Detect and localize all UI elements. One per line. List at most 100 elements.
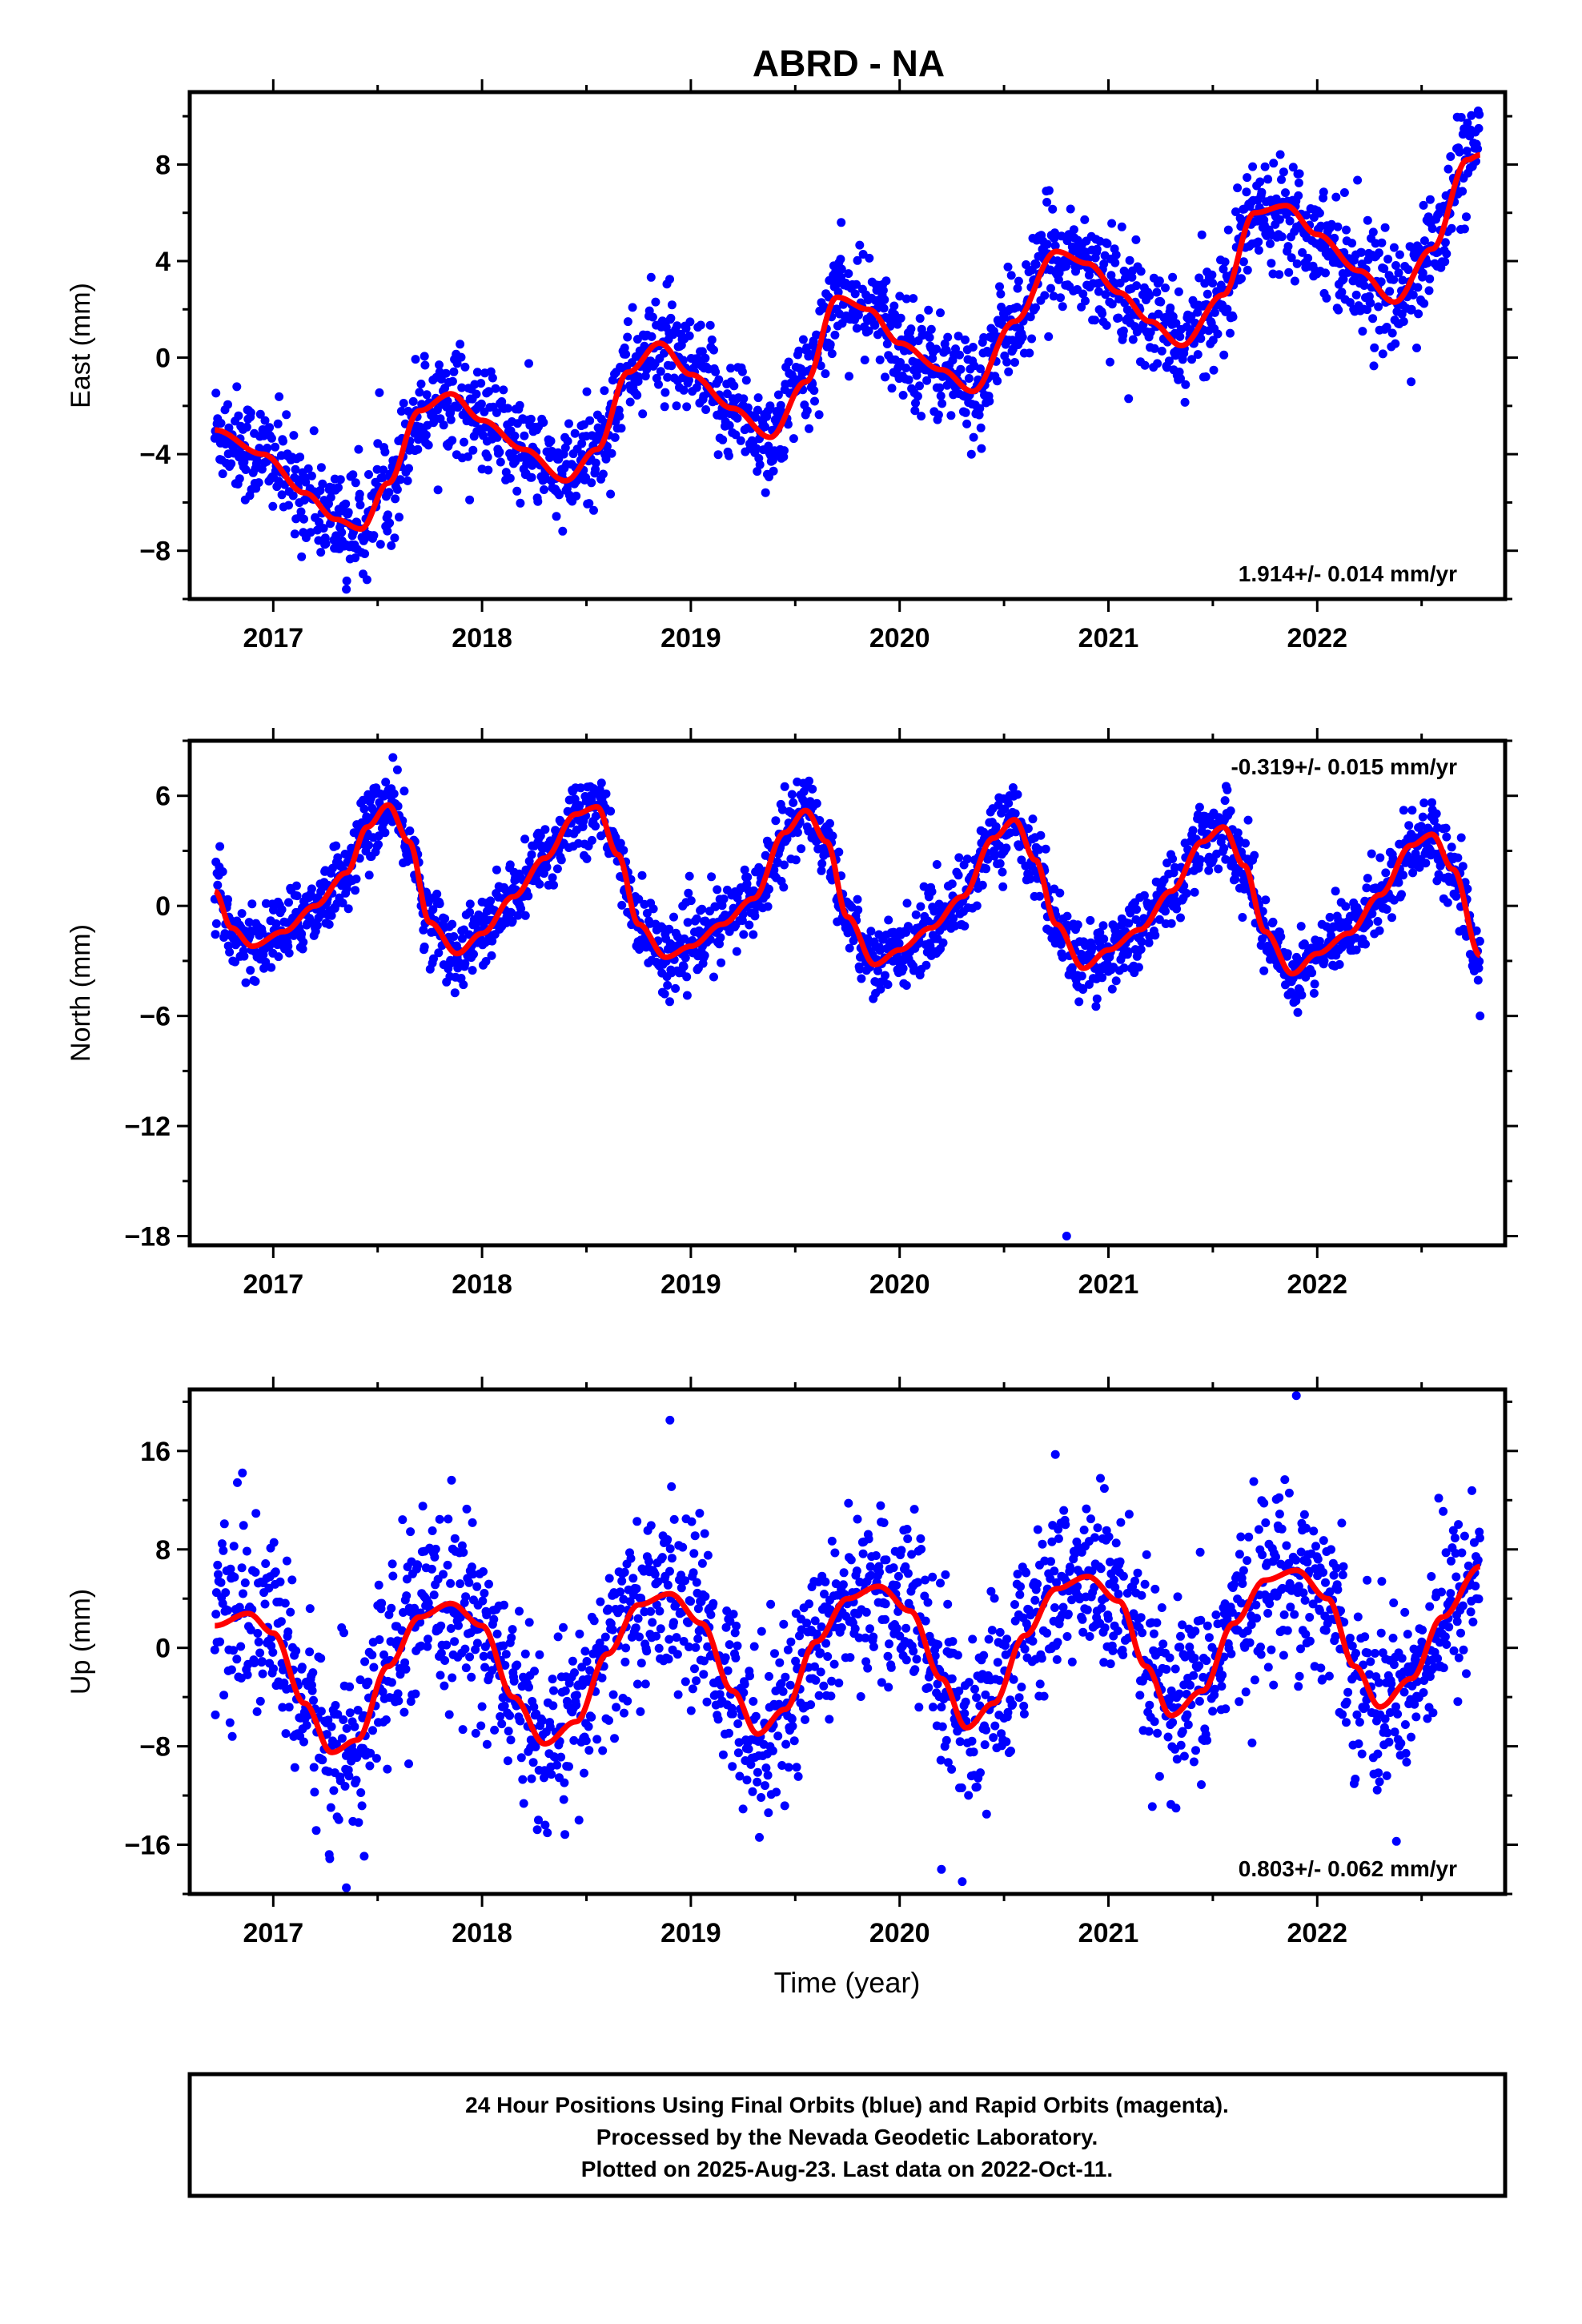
data-point [827, 349, 837, 359]
data-point [1150, 344, 1159, 353]
data-point [318, 479, 327, 489]
data-point [1132, 905, 1142, 915]
data-point [512, 1660, 522, 1670]
data-point [337, 1734, 347, 1743]
data-point [646, 272, 656, 282]
data-point [334, 483, 343, 493]
data-point [875, 355, 885, 364]
y-tick-label: 6 [155, 782, 171, 812]
data-point [1223, 225, 1233, 235]
data-point [640, 1679, 650, 1689]
data-point [1123, 947, 1133, 956]
data-point [429, 1590, 439, 1600]
data-point [1363, 215, 1372, 225]
data-point [906, 324, 916, 334]
data-point [697, 904, 707, 914]
data-point [450, 1534, 460, 1543]
data-point [779, 452, 789, 461]
data-point [1398, 275, 1407, 285]
data-point [1412, 344, 1421, 352]
data-point [701, 1592, 710, 1601]
data-point [483, 452, 492, 462]
data-point [881, 276, 891, 286]
data-point [631, 1623, 640, 1633]
data-point [271, 1567, 280, 1577]
data-point [515, 1606, 524, 1616]
data-point [413, 444, 423, 454]
data-point [921, 960, 931, 970]
data-point [876, 984, 885, 994]
data-point [732, 1621, 741, 1630]
data-point [359, 795, 367, 805]
data-point [608, 1690, 618, 1699]
data-point [882, 340, 892, 348]
data-point [1110, 258, 1120, 267]
data-point [335, 475, 345, 485]
data-point [448, 919, 457, 929]
data-point [1380, 223, 1390, 232]
data-point [251, 1567, 260, 1577]
data-point [703, 1550, 713, 1560]
data-point [930, 907, 939, 916]
y-axis-label: North (mm) [66, 924, 96, 1062]
data-point [1248, 162, 1258, 171]
data-point [1226, 806, 1235, 815]
data-point [1102, 320, 1111, 330]
data-point [780, 446, 789, 456]
data-point [716, 933, 725, 943]
data-point [484, 1579, 493, 1589]
data-point [516, 498, 525, 508]
data-point [1208, 279, 1218, 287]
data-point [457, 934, 467, 943]
data-point [684, 888, 693, 898]
data-point [685, 376, 693, 385]
data-point [261, 1559, 271, 1568]
data-point [1281, 188, 1290, 198]
data-point [233, 1478, 242, 1487]
data-point [1367, 849, 1376, 858]
data-point [620, 1567, 629, 1577]
data-point [591, 464, 600, 474]
data-point [527, 1774, 536, 1783]
data-point [1458, 187, 1468, 196]
data-point [809, 386, 819, 396]
data-point [497, 1719, 507, 1729]
data-point [596, 1597, 605, 1606]
data-point [787, 790, 797, 799]
data-point [404, 464, 413, 473]
data-point [1307, 968, 1317, 978]
data-point [685, 317, 695, 327]
data-point [753, 393, 763, 403]
data-point [780, 860, 789, 870]
data-point [1243, 265, 1252, 275]
data-point [242, 1546, 251, 1556]
data-point [740, 865, 749, 875]
data-point [269, 1664, 278, 1674]
data-point [1473, 144, 1483, 154]
data-point [1460, 224, 1469, 234]
data-point [954, 332, 963, 341]
data-point [433, 485, 443, 495]
data-point [448, 1673, 457, 1683]
data-point [360, 1657, 370, 1667]
data-point [853, 905, 863, 915]
data-point [1166, 919, 1176, 928]
data-point [307, 1686, 317, 1695]
data-point [915, 381, 924, 391]
data-point [1363, 305, 1372, 315]
data-point [364, 840, 373, 850]
data-point [713, 885, 722, 895]
data-point [651, 297, 661, 307]
data-point [991, 822, 1001, 831]
data-point [351, 553, 360, 563]
data-point [291, 881, 301, 891]
data-point [932, 344, 942, 354]
data-point [1041, 844, 1050, 854]
data-point [283, 942, 293, 951]
data-point [936, 391, 946, 400]
x-tick-label: 2020 [869, 1269, 930, 1300]
data-point [1331, 887, 1340, 896]
data-point [478, 1596, 488, 1606]
data-point [232, 1655, 242, 1664]
